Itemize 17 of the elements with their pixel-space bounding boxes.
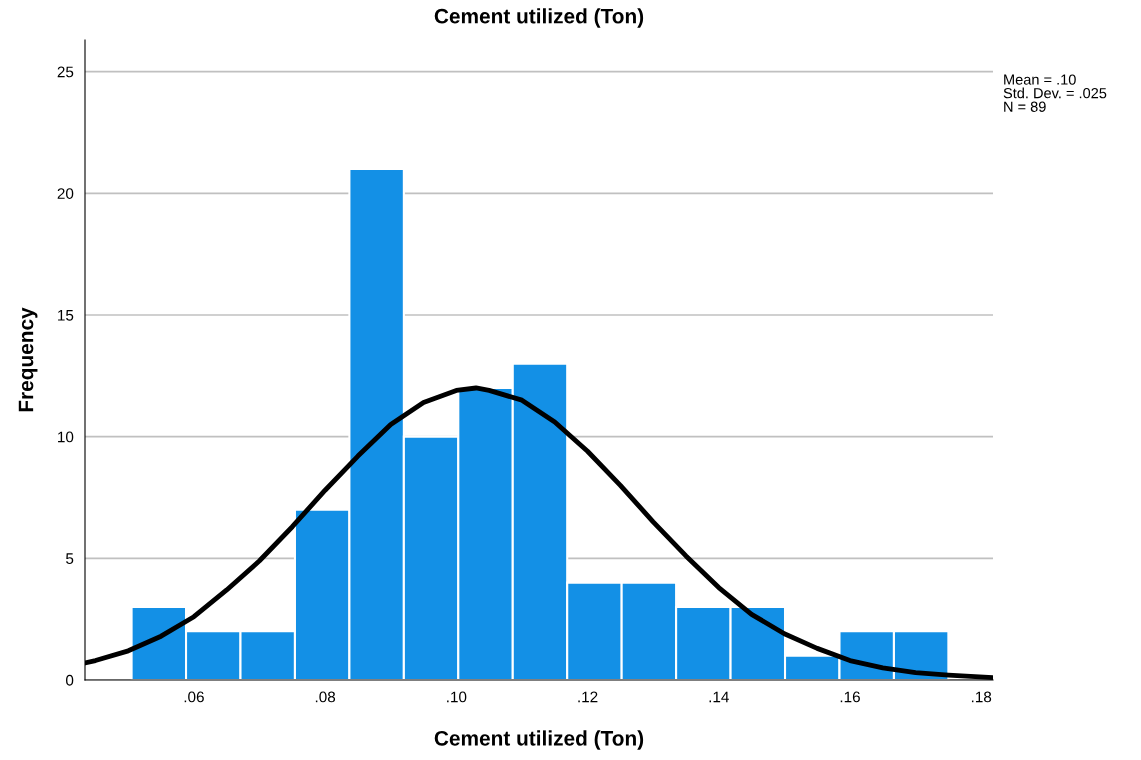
- x-tick-label: .12: [578, 691, 598, 703]
- y-tick-label: 0: [65, 674, 74, 686]
- x-tick-label: .14: [709, 691, 729, 703]
- y-tick-label: 10: [58, 431, 74, 443]
- y-tick-label: 20: [57, 188, 74, 199]
- y-tick-label: 25: [57, 66, 74, 78]
- x-tick-label: .18: [971, 691, 992, 703]
- y-axis-title: Frequency: [18, 307, 38, 412]
- x-axis-title: Cement utilized (Ton): [434, 730, 644, 750]
- x-tick-label: .16: [840, 691, 860, 703]
- text: Mean = .10 Std. Dev. = .025 N = 89: [1003, 74, 1107, 112]
- y-tick-label: 5: [66, 553, 74, 565]
- chart-title: Cement utilized (Ton): [434, 8, 644, 28]
- y-tick-label: 15: [58, 310, 74, 321]
- x-tick-label: .10: [447, 691, 467, 703]
- x-tick-label: .08: [315, 691, 336, 703]
- x-tick-label: .06: [184, 691, 204, 703]
